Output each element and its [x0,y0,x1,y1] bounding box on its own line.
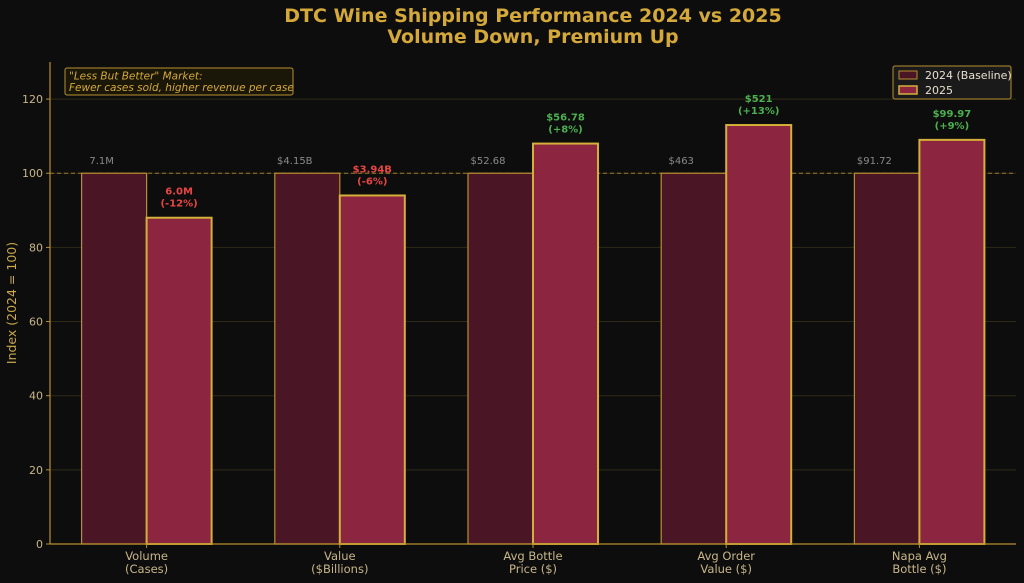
y-tick-label-60: 60 [29,316,43,329]
y-tick-label-0: 0 [36,538,43,551]
label-2025-change-4: (+9%) [935,121,970,132]
label-2025-change-2: (+8%) [548,125,583,136]
label-2025-change-1: (-6%) [357,176,387,187]
legend-label-2025: 2025 [925,84,953,97]
bar-2025-1 [338,194,406,545]
label-2024-1: $4.15B [277,156,313,167]
labels-layer: 7.1M 6.0M(-12%) $4.15B $3.94B(-6%) $52.68 $56… [89,94,971,210]
bar-2024-3 [660,172,727,545]
bar-2025-2 [532,142,599,545]
x-tick-label-1-0: Value [324,549,356,563]
annotation-line-2: Fewer cases sold, higher revenue per cas… [69,82,294,94]
axes-layer: 0 20 40 60 80 100 120 Volume(Cases) Value($Billi… [22,62,1016,576]
chart-title: DTC Wine Shipping Performance 2024 vs 20… [284,5,781,27]
label-2025-value-4: $99.97 [933,109,972,120]
label-2025-value-1: $3.94B [353,164,392,175]
label-2025-change-0: (-12%) [160,199,197,210]
x-tick-label-2-1: Price ($) [509,562,557,576]
legend: 2024 (Baseline) 2025 [892,65,1012,100]
y-tick-label-40: 40 [29,390,43,403]
x-tick-label-3-0: Avg Order [697,549,755,563]
x-tick-label-4-0: Napa Avg [892,549,947,563]
label-2025-value-2: $56.78 [546,113,585,124]
label-2024-4: $91.72 [857,156,892,167]
annotation-box: "Less But Better" Market: Fewer cases so… [64,67,294,96]
x-tick-label-4-1: Bottle ($) [892,562,946,576]
chart-subtitle: Volume Down, Premium Up [387,26,678,48]
label-2025-value-0: 6.0M [165,187,193,198]
annotation-line-1: "Less But Better" Market: [69,71,203,83]
bar-2025-3 [725,124,793,546]
label-2024-0: 7.1M [89,156,114,167]
y-tick-label-100: 100 [22,167,43,180]
label-2025-value-3: $521 [745,94,773,105]
bar-2025-0 [145,216,213,545]
label-2024-2: $52.68 [471,156,506,167]
x-tick-label-2-0: Avg Bottle [503,549,562,563]
y-tick-label-120: 120 [22,93,43,106]
legend-label-2024: 2024 (Baseline) [925,69,1012,82]
y-axis-label: Index (2024 = 100) [4,242,19,364]
y-tick-label-80: 80 [29,241,43,254]
x-tick-label-0-1: (Cases) [125,562,168,576]
y-tick-label-20: 20 [29,464,43,477]
label-2024-3: $463 [668,156,693,167]
bar-2024-2 [467,172,534,545]
x-tick-label-3-1: Value ($) [700,562,752,576]
x-tick-label-1-1: ($Billions) [311,562,368,576]
bar-2024-1 [274,172,341,545]
bars-layer [80,124,986,546]
x-tick-label-0-0: Volume [125,549,168,563]
label-2025-change-3: (+13%) [738,106,779,117]
bar-2024-4 [853,172,921,545]
legend-swatch-2024 [898,70,918,80]
bar-2025-4 [918,138,986,545]
legend-swatch-2025 [898,85,918,95]
bar-2024-0 [80,172,148,545]
